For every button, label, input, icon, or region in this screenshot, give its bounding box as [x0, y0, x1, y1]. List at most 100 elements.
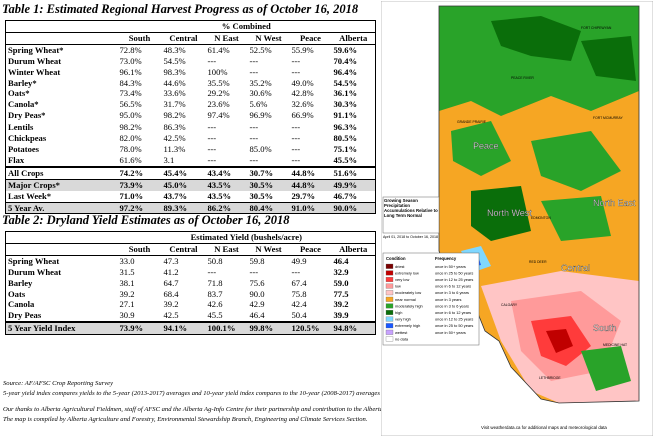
table-cell: 64.7: [163, 277, 179, 288]
totals-row: 5 Year Av. 97.2% 89.3% 86.2% 80.4% 91.0% 90.0%: [5, 201, 376, 214]
table-cell: 86.3%: [163, 122, 186, 133]
legend-swatch: [385, 316, 394, 322]
table-cell: ---: [249, 55, 259, 66]
table-cell: 46.7%: [333, 190, 358, 201]
table-cell: 27.1: [119, 299, 135, 310]
table-cell: 94.8%: [331, 321, 376, 335]
legend-frequency: once in 25 to 50 years: [435, 323, 473, 328]
table-cell: 33.0: [119, 255, 135, 266]
table-cell: 71.8: [207, 277, 223, 288]
table-cell: ---: [249, 133, 259, 144]
table-cell: 89.3%: [161, 201, 206, 214]
table-row: Durum Wheat 73.0% 54.5% --- --- --- 70.4%: [6, 56, 376, 67]
col-header: N West: [247, 243, 290, 256]
place-label: EDMONTON: [531, 216, 551, 220]
table-cell: 59.6%: [333, 44, 358, 55]
region-label-peace: Peace: [473, 141, 499, 151]
place-label: FORT MCMURRAY: [593, 116, 623, 120]
legend-swatch: [385, 290, 394, 296]
legend-condition: driest: [395, 264, 405, 269]
table-cell: 85.0%: [249, 143, 272, 154]
table-cell: ---: [207, 154, 217, 165]
table-cell: 45.5: [207, 310, 223, 321]
table-cell: 35.2%: [249, 77, 272, 88]
table-cell: 70.4%: [333, 55, 358, 66]
legend-frequency: once in 3 to 6 years: [435, 303, 469, 308]
table-cell: 75.8: [291, 288, 307, 299]
crop-label: Durum Wheat: [8, 266, 62, 277]
legend-condition: extremely high: [395, 323, 420, 328]
region-label-north-east: North East: [593, 198, 636, 208]
table-cell: 36.1%: [333, 88, 358, 99]
place-label: LETHBRIDGE: [539, 376, 561, 380]
legend-frequency: once in 50+ years: [435, 264, 466, 269]
table-row: Dry Peas* 95.0% 98.2% 97.4% 96.9% 66.9% 91.1%: [6, 110, 376, 121]
table-cell: 30.9: [119, 310, 135, 321]
totals-label: Last Week*: [8, 190, 52, 201]
crop-label: Spring Wheat*: [8, 44, 64, 55]
table-cell: 68.4: [163, 288, 179, 299]
table-cell: 30.7%: [247, 165, 290, 180]
totals-row: Major Crops* 73.9% 45.0% 43.5% 30.5% 44.8% 49.…: [5, 178, 376, 191]
col-header: N East: [205, 32, 248, 45]
totals-row: Last Week* 71.0% 43.7% 43.5% 30.5% 29.7% 46.7%: [6, 191, 376, 202]
table-cell: 91.1%: [333, 110, 358, 121]
legend-condition: no data: [395, 336, 409, 341]
table-cell: 96.1%: [119, 66, 142, 77]
table-cell: 46.4: [333, 255, 349, 266]
legend-condition: very high: [395, 317, 411, 322]
thanks-note: Our thanks to Alberta Agricultural Field…: [3, 406, 453, 413]
legend-swatch: [385, 310, 394, 315]
table-cell: 31.7%: [163, 99, 186, 110]
table-row: Spring Wheat 33.0 47.3 50.8 59.8 49.9 46.4: [6, 255, 376, 266]
legend-frequency: once in 6 to 12 years: [435, 284, 471, 289]
table-cell: 120.5%: [289, 321, 332, 335]
table-cell: ---: [207, 143, 217, 154]
table-cell: 80.5%: [333, 133, 358, 144]
table-cell: ---: [207, 122, 217, 133]
table-cell: 84.3%: [119, 77, 142, 88]
table-cell: 73.0%: [119, 55, 142, 66]
table-cell: 56.5%: [119, 99, 142, 110]
legend-condition: extremely low: [395, 270, 419, 275]
legend-swatch: [385, 336, 394, 342]
crop-label: Flax: [8, 154, 25, 165]
legend-swatch: [385, 323, 394, 329]
col-header: Peace: [289, 32, 332, 45]
table1-title: Table 1: Estimated Regional Harvest Prog…: [2, 2, 359, 16]
table-cell: 42.4: [291, 299, 307, 310]
table-cell: 59.8: [249, 255, 265, 266]
table-row: Oats 39.2 68.4 83.7 90.0 75.8 77.5: [6, 289, 376, 300]
legend-swatch: [385, 296, 394, 302]
table-cell: ---: [249, 122, 259, 133]
crop-label: Spring Wheat: [8, 255, 60, 266]
table-cell: ---: [207, 133, 217, 144]
totals-row: All Crops 74.2% 45.4% 43.4% 30.7% 44.8% 51.6%: [5, 165, 376, 180]
totals-label: All Crops: [5, 165, 118, 180]
table-cell: 97.4%: [207, 110, 230, 121]
legend-condition: moderately high: [395, 303, 423, 308]
legend-title: Growing Season Precipitation Accumulatio…: [384, 198, 438, 218]
table-row: Spring Wheat* 72.8% 48.3% 61.4% 52.5% 55.9% 59…: [6, 44, 376, 55]
table-cell: 42.8%: [291, 88, 314, 99]
table-row: Canola 27.1 39.2 42.6 42.9 42.4 39.2: [6, 299, 376, 310]
table-cell: 73.9%: [117, 178, 162, 191]
table-cell: ---: [291, 266, 301, 277]
map-footer: Visit weatherdata.ca for additional maps…: [481, 425, 607, 430]
table-cell: 39.2: [119, 288, 135, 299]
table-cell: 59.0: [333, 277, 349, 288]
table-cell: 50.8: [207, 255, 223, 266]
table-cell: 11.3%: [163, 143, 186, 154]
table-cell: 74.2%: [117, 165, 162, 180]
table-cell: 42.6: [207, 299, 223, 310]
table-cell: ---: [249, 154, 259, 165]
col-header: Central: [161, 32, 206, 45]
legend-frequency-header: Frequency: [435, 256, 457, 261]
table-cell: 41.2: [163, 266, 179, 277]
legend-swatch: [385, 329, 394, 335]
crop-label: Oats: [8, 288, 26, 299]
harvest-progress-table: % Combined South Central N East N West P…: [5, 20, 377, 215]
table-cell: 44.8%: [289, 178, 332, 191]
table-row: Lentils 98.2% 86.3% --- --- --- 96.3%: [6, 121, 376, 133]
legend-frequency: once in 25 to 50 years: [435, 270, 473, 275]
